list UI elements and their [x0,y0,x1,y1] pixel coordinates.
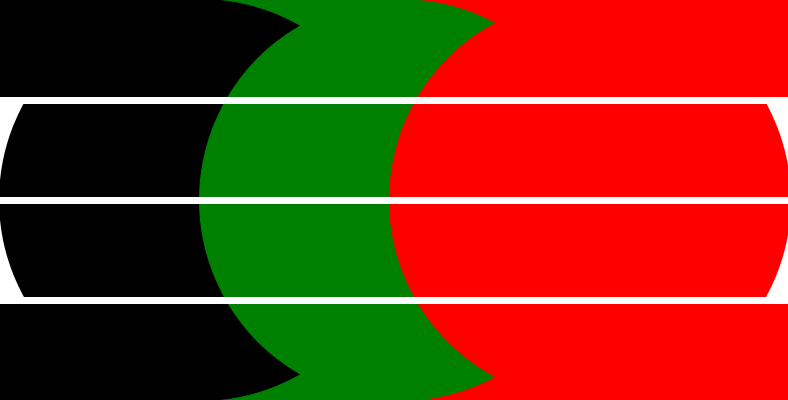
black-beak [0,0,300,400]
